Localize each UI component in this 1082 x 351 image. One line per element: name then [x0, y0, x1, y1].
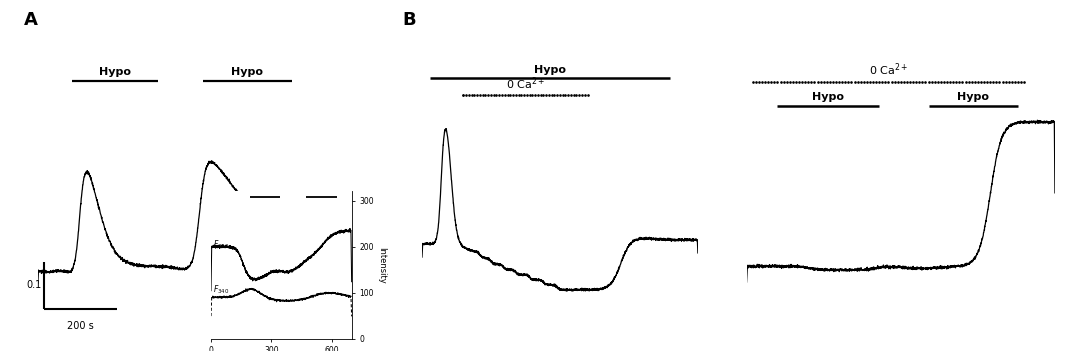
- Text: $F_{380}$: $F_{380}$: [212, 238, 229, 251]
- Text: Hypo: Hypo: [813, 92, 844, 101]
- Text: A: A: [24, 11, 38, 28]
- Text: Hypo: Hypo: [535, 65, 566, 75]
- Text: B: B: [403, 11, 417, 28]
- Text: 0 Ca$^{2+}$: 0 Ca$^{2+}$: [869, 61, 908, 78]
- Text: $F_{340}$: $F_{340}$: [212, 284, 229, 296]
- Text: 0.1: 0.1: [26, 280, 41, 291]
- Text: Hypo: Hypo: [100, 67, 131, 77]
- Text: Hypo: Hypo: [232, 67, 263, 77]
- Text: 0 Ca$^{2+}$: 0 Ca$^{2+}$: [505, 75, 545, 92]
- Text: 200 s: 200 s: [67, 320, 94, 331]
- Text: Hypo: Hypo: [958, 92, 989, 101]
- Y-axis label: Intensity: Intensity: [378, 247, 386, 283]
